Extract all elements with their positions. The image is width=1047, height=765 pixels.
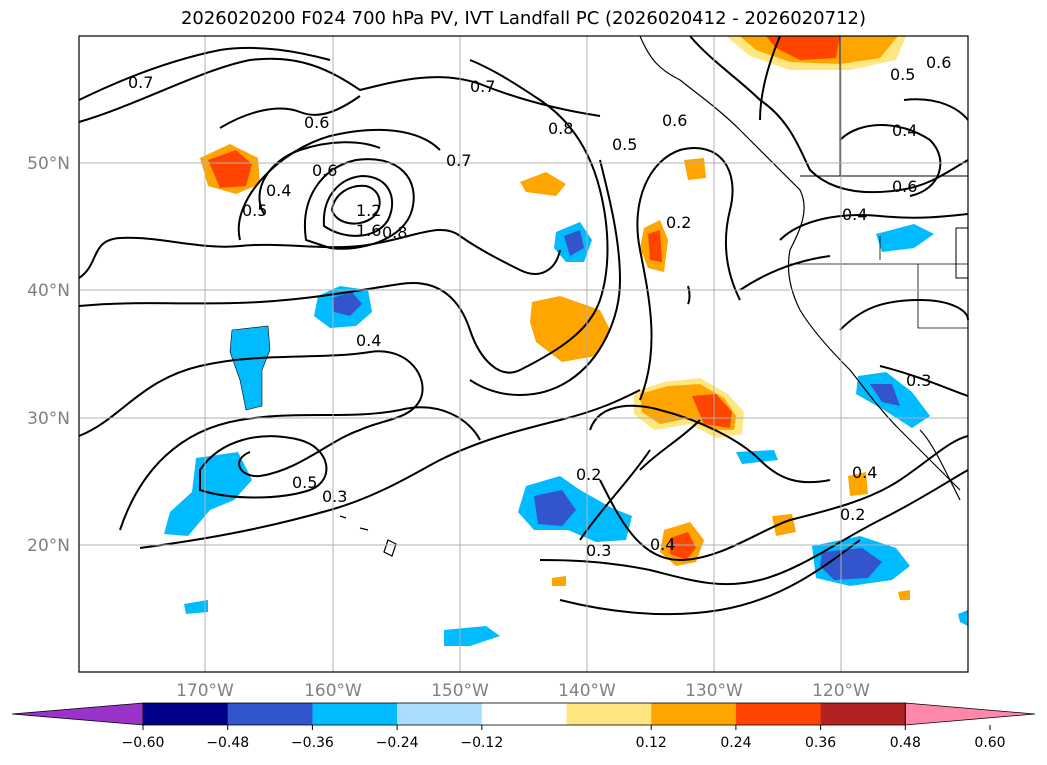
contour-label: 0.5	[292, 473, 317, 492]
contour-label: 0.8	[382, 223, 407, 242]
lon-label: 120°W	[812, 681, 870, 701]
contour-label: 0.7	[470, 77, 495, 96]
longitude-labels: 170°W 160°W 150°W 140°W 130°W 120°W	[176, 681, 870, 701]
contour-label: 0.3	[322, 487, 347, 506]
pv-contours	[78, 35, 969, 616]
contour-label: 0.3	[586, 541, 611, 560]
latitude-labels: 50°N 40°N 30°N 20°N	[27, 154, 70, 556]
colorbar-tick-label: −0.12	[460, 735, 503, 751]
lat-label: 30°N	[27, 409, 70, 429]
contour-label: 0.6	[926, 53, 951, 72]
map-frame	[78, 35, 969, 673]
contour-labels: 0.7 0.6 0.7 0.8 0.5 0.6 0.6 0.5 0.4 0.6 …	[128, 53, 951, 560]
contour-label: 0.7	[128, 73, 153, 92]
colorbar-extend-high	[904, 702, 1036, 726]
contour-label: 1.6	[356, 221, 381, 240]
colorbar-tick-label: 0.24	[720, 735, 751, 751]
colorbar-segment	[651, 703, 737, 725]
contour-label: 0.4	[356, 331, 381, 350]
contour-label: 0.3	[906, 371, 931, 390]
contour-label: 0.5	[612, 135, 637, 154]
positive-anomaly-shading	[200, 36, 910, 600]
colorbar-segment	[566, 703, 652, 725]
contour-label: 0.2	[576, 465, 601, 484]
lat-label: 40°N	[27, 281, 70, 301]
lat-label: 50°N	[27, 154, 70, 174]
contour-label: 0.4	[852, 463, 877, 482]
contour-label: 0.4	[650, 535, 675, 554]
lon-label: 130°W	[685, 681, 743, 701]
colorbar-tick-label: 0.12	[636, 735, 667, 751]
contour-label: 0.6	[312, 161, 337, 180]
contour-label: 0.6	[662, 111, 687, 130]
colorbar-tick-label: −0.60	[122, 735, 165, 751]
colorbar: −0.60 −0.48 −0.36 −0.24 −0.12 0.12 0.24 0.36 0.4…	[11, 702, 1036, 751]
contour-label: 0.5	[242, 201, 267, 220]
lon-label: 140°W	[558, 681, 616, 701]
colorbar-segment	[481, 703, 567, 725]
colorbar-segment	[227, 703, 313, 725]
map-title: 2026020200 F024 700 hPa PV, IVT Landfall…	[180, 8, 867, 29]
colorbar-segment	[143, 703, 229, 725]
colorbar-tick-label: 0.36	[805, 735, 836, 751]
negative-anomaly-shading	[164, 222, 968, 646]
contour-label: 0.2	[666, 213, 691, 232]
contour-label: 0.6	[892, 177, 917, 196]
contour-label: 1.2	[356, 201, 381, 220]
lat-label: 20°N	[27, 536, 70, 556]
colorbar-extend-low	[11, 702, 144, 726]
contour-label: 0.6	[304, 113, 329, 132]
colorbar-tick-label: −0.48	[206, 735, 249, 751]
lon-label: 150°W	[431, 681, 489, 701]
contour-label: 0.4	[892, 121, 917, 140]
gridlines	[79, 36, 968, 672]
contour-label: 0.5	[890, 65, 915, 84]
lon-label: 160°W	[304, 681, 362, 701]
colorbar-segment	[312, 703, 398, 725]
lon-label: 170°W	[176, 681, 234, 701]
contour-label: 0.7	[446, 151, 471, 170]
colorbar-segment	[735, 703, 822, 725]
colorbar-outline	[142, 702, 906, 726]
colorbar-tick-label: −0.24	[376, 735, 419, 751]
colorbar-tick-label: 0.60	[974, 735, 1005, 751]
contour-label: 0.8	[548, 119, 573, 138]
contour-label: 0.2	[840, 505, 865, 524]
colorbar-segment	[820, 703, 906, 725]
colorbar-tick-label: −0.36	[291, 735, 334, 751]
contour-label: 0.4	[842, 205, 867, 224]
contour-label: 0.4	[266, 181, 291, 200]
coastlines	[339, 35, 969, 557]
colorbar-tick-label: 0.48	[890, 735, 921, 751]
colorbar-segment	[397, 703, 483, 725]
